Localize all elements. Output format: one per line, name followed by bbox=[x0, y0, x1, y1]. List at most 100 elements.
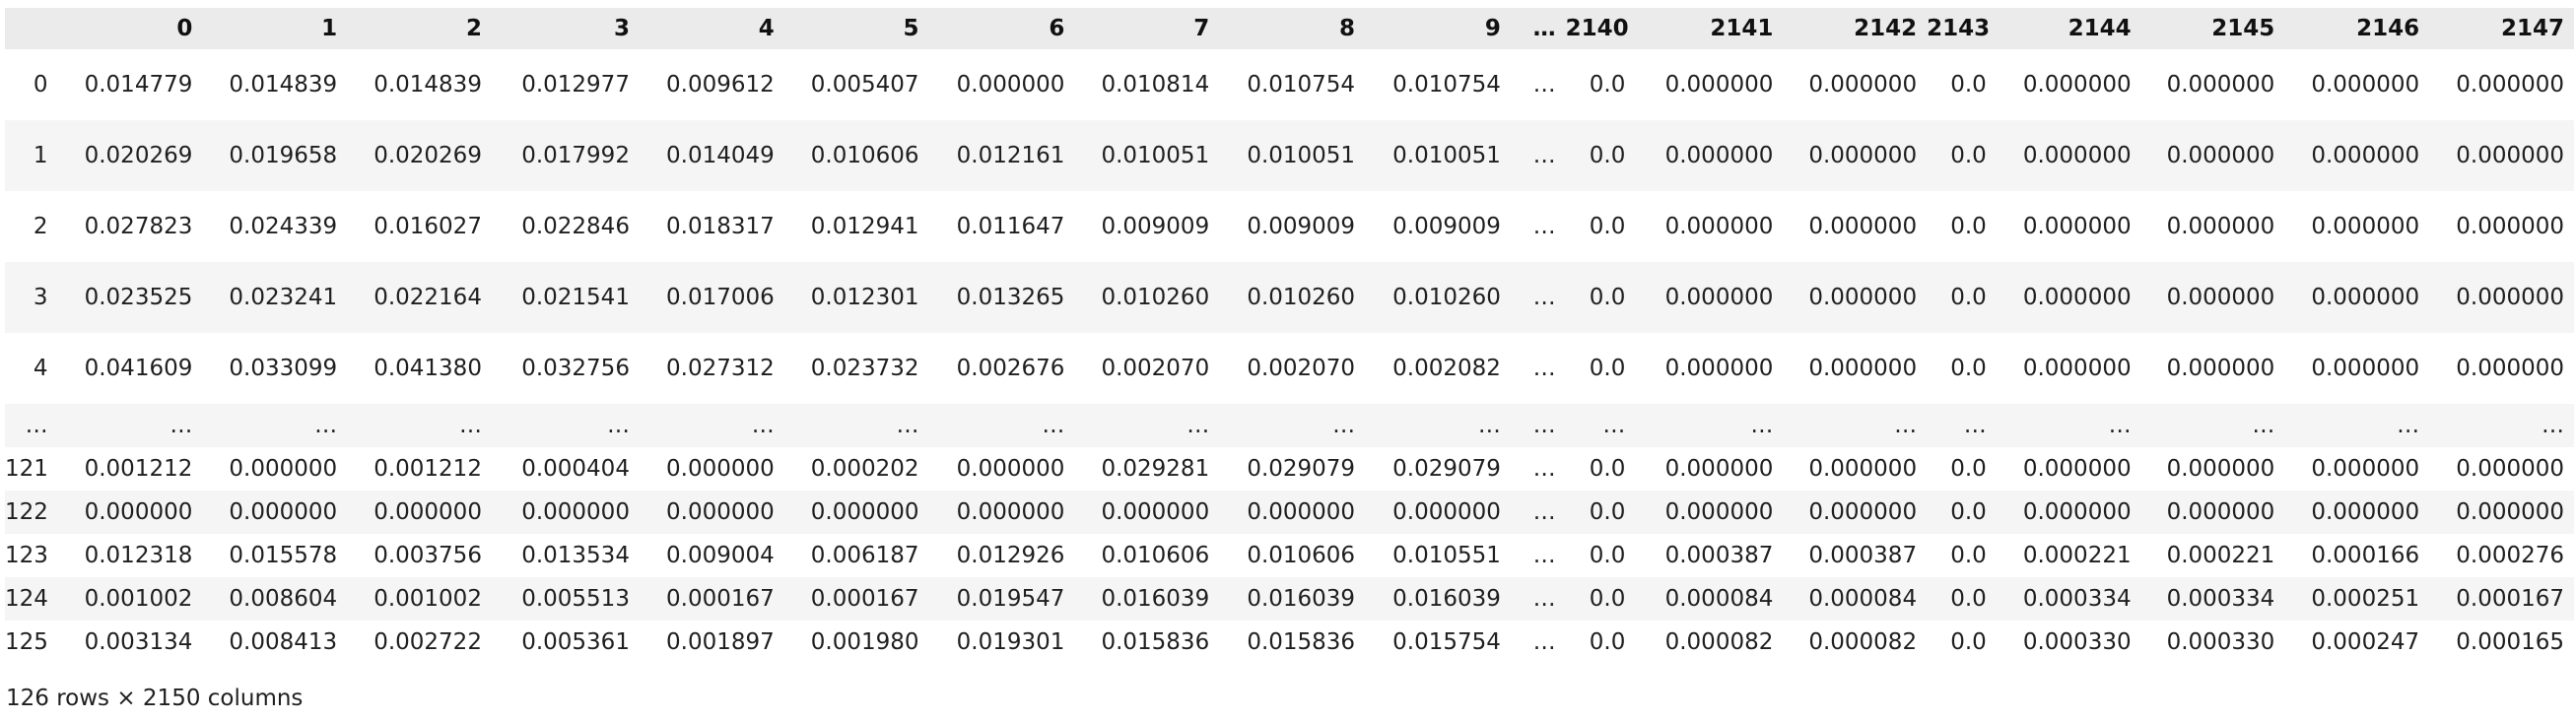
table-cell: 0.000000 bbox=[2022, 499, 2132, 525]
table-cell: 0.0 bbox=[1950, 586, 1987, 612]
table-cell: … bbox=[1532, 413, 1556, 438]
table-body: 0 0.014779 0.014839 0.014839 0.012977 0.00961… bbox=[5, 49, 2574, 664]
table-cell: … bbox=[606, 413, 630, 438]
table-cell: 0.000000 bbox=[1664, 356, 1774, 381]
table-cell: 0.0 bbox=[1950, 214, 1987, 239]
table-cell: 0.000000 bbox=[2311, 456, 2420, 482]
column-header: 2140 bbox=[1565, 16, 1629, 41]
table-cell: 0.000000 bbox=[229, 499, 338, 525]
table-cell: 0.000000 bbox=[2311, 499, 2420, 525]
table-cell: … bbox=[1894, 413, 1918, 438]
table-cell: 0.001002 bbox=[84, 586, 193, 612]
table-cell: 0.002676 bbox=[956, 356, 1065, 381]
table-cell: 0.000000 bbox=[956, 456, 1065, 482]
table-cell: 0.000000 bbox=[2456, 214, 2564, 239]
column-header: 4 bbox=[758, 16, 775, 41]
table-cell: … bbox=[1042, 413, 1065, 438]
table-cell: 0.000000 bbox=[666, 456, 775, 482]
table-row: 122 0.000000 0.000000 0.000000 0.000000 0.000… bbox=[5, 491, 2574, 534]
table-cell: 0.0 bbox=[1589, 214, 1626, 239]
row-index: 2 bbox=[33, 214, 48, 239]
table-cell: 0.000000 bbox=[1808, 72, 1918, 98]
column-header: 8 bbox=[1339, 16, 1356, 41]
table-cell: 0.000000 bbox=[2022, 214, 2132, 239]
table-cell: 0.017006 bbox=[666, 285, 775, 310]
table-cell: 0.000000 bbox=[2311, 143, 2420, 168]
table-cell: 0.000251 bbox=[2311, 586, 2420, 612]
table-cell: 0.000247 bbox=[2311, 629, 2420, 655]
column-header: 2 bbox=[465, 16, 482, 41]
table-cell: 0.000000 bbox=[1808, 356, 1918, 381]
table-cell: 0.0 bbox=[1950, 456, 1987, 482]
row-index: 125 bbox=[5, 629, 48, 655]
table-cell: … bbox=[1477, 413, 1501, 438]
table-cell: 0.021541 bbox=[521, 285, 630, 310]
table-row: 1 0.020269 0.019658 0.020269 0.017992 0.01404… bbox=[5, 120, 2574, 191]
table-cell: 0.0 bbox=[1589, 586, 1626, 612]
table-cell: 0.000000 bbox=[1101, 499, 1210, 525]
table-cell: … bbox=[1602, 413, 1626, 438]
table-cell: 0.002722 bbox=[373, 629, 482, 655]
table-cell: 0.012161 bbox=[956, 143, 1065, 168]
table-cell: 0.000167 bbox=[810, 586, 919, 612]
table-cell: 0.010606 bbox=[1247, 543, 1356, 568]
table-cell: … bbox=[1532, 143, 1556, 168]
table-cell: 0.005361 bbox=[521, 629, 630, 655]
table-cell: … bbox=[1332, 413, 1356, 438]
table-cell: 0.000084 bbox=[1808, 586, 1918, 612]
table-cell: 0.010260 bbox=[1247, 285, 1356, 310]
table-cell: 0.041380 bbox=[373, 356, 482, 381]
table-cell: 0.000387 bbox=[1664, 543, 1774, 568]
table-cell: … bbox=[1532, 499, 1556, 525]
column-header: 2146 bbox=[2356, 16, 2420, 41]
table-cell: 0.029079 bbox=[1247, 456, 1356, 482]
table-cell: 0.000000 bbox=[2022, 285, 2132, 310]
table-cell: 0.010051 bbox=[1392, 143, 1501, 168]
table-cell: 0.0 bbox=[1950, 356, 1987, 381]
table-row: 121 0.001212 0.000000 0.001212 0.000404 0.000… bbox=[5, 447, 2574, 491]
table-cell: 0.000000 bbox=[373, 499, 482, 525]
row-index: 3 bbox=[33, 285, 48, 310]
table-cell: 0.019547 bbox=[956, 586, 1065, 612]
row-index: 0 bbox=[33, 72, 48, 98]
table-cell: 0.000221 bbox=[2166, 543, 2275, 568]
table-cell: 0.008604 bbox=[229, 586, 338, 612]
table-cell: 0.010260 bbox=[1101, 285, 1210, 310]
table-cell: 0.000334 bbox=[2022, 586, 2132, 612]
table-cell: 0.000000 bbox=[2311, 356, 2420, 381]
table-cell: 0.0 bbox=[1950, 72, 1987, 98]
table-cell: 0.015836 bbox=[1101, 629, 1210, 655]
table-cell: 0.019301 bbox=[956, 629, 1065, 655]
table-cell: 0.023525 bbox=[84, 285, 193, 310]
table-cell: 0.000000 bbox=[1808, 456, 1918, 482]
table-cell: 0.000000 bbox=[1808, 143, 1918, 168]
table-cell: 0.000334 bbox=[2166, 586, 2275, 612]
table-cell: 0.022846 bbox=[521, 214, 630, 239]
table-cell: 0.000000 bbox=[2311, 285, 2420, 310]
table-cell: 0.010051 bbox=[1101, 143, 1210, 168]
table-cell: 0.003134 bbox=[84, 629, 193, 655]
table-cell: 0.002070 bbox=[1247, 356, 1356, 381]
table-cell: 0.023241 bbox=[229, 285, 338, 310]
table-cell: 0.000000 bbox=[1664, 285, 1774, 310]
table-cell: 0.010260 bbox=[1392, 285, 1501, 310]
table-cell: 0.000330 bbox=[2022, 629, 2132, 655]
table-cell: 0.0 bbox=[1589, 285, 1626, 310]
table-cell: 0.0 bbox=[1589, 356, 1626, 381]
table-cell: 0.000000 bbox=[1664, 72, 1774, 98]
table-row: 0 0.014779 0.014839 0.014839 0.012977 0.00961… bbox=[5, 49, 2574, 120]
column-header: 2142 bbox=[1854, 16, 1918, 41]
column-header: 2143 bbox=[1927, 16, 1991, 41]
column-header: 2144 bbox=[2068, 16, 2132, 41]
table-cell: 0.0 bbox=[1589, 543, 1626, 568]
table-row: 3 0.023525 0.023241 0.022164 0.021541 0.01700… bbox=[5, 262, 2574, 333]
column-header: 6 bbox=[1049, 16, 1065, 41]
row-index: 123 bbox=[5, 543, 48, 568]
table-cell: 0.000000 bbox=[2166, 214, 2275, 239]
column-header: 9 bbox=[1484, 16, 1501, 41]
table-cell: 0.000082 bbox=[1664, 629, 1774, 655]
table-cell: 0.001002 bbox=[373, 586, 482, 612]
table-cell: 0.012318 bbox=[84, 543, 193, 568]
table-cell: 0.000202 bbox=[810, 456, 919, 482]
table-cell: 0.000000 bbox=[1664, 499, 1774, 525]
